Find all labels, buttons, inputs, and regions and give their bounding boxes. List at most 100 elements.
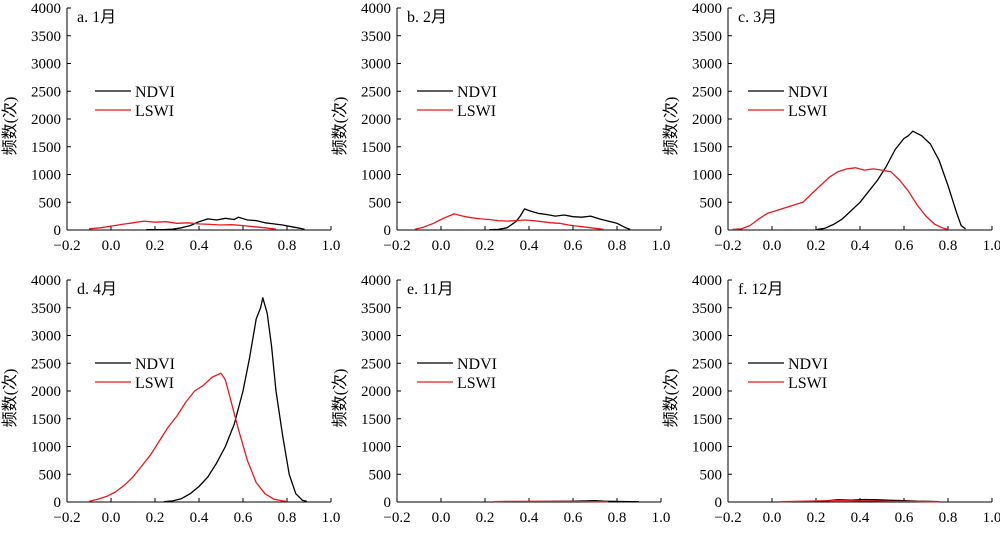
series-line-ndvi — [815, 130, 966, 231]
series-line-lswi — [732, 167, 949, 231]
y-tick-label: 2000 — [692, 384, 722, 400]
x-tick-label: 0.8 — [608, 510, 627, 526]
y-tick-label: 3500 — [31, 29, 61, 45]
y-tick-label: 2000 — [31, 384, 61, 400]
legend-label-ndvi: NDVI — [457, 356, 497, 373]
series-line-lswi — [88, 372, 288, 503]
x-tick-label: −0.2 — [383, 510, 410, 526]
y-axis-label: 频数(次) — [1, 369, 19, 428]
y-tick-label: 2000 — [31, 112, 61, 128]
x-tick-label: 0.2 — [807, 510, 826, 526]
x-tick-label: 0.8 — [939, 510, 958, 526]
x-tick-label: 0.8 — [278, 238, 297, 254]
x-tick-label: 1.0 — [652, 238, 671, 254]
x-tick-label: 0.8 — [939, 238, 958, 254]
legend-label-lswi: LSWI — [135, 103, 174, 120]
x-tick-label: 0.4 — [851, 238, 870, 254]
panel-title: f. 12月 — [738, 281, 783, 298]
y-tick-label: 4000 — [692, 1, 722, 17]
y-tick-label: 1500 — [361, 412, 391, 428]
y-tick-label: 3000 — [692, 329, 722, 345]
y-tick-label: 2500 — [692, 84, 722, 100]
y-tick-label: 0 — [384, 495, 392, 511]
legend-label-lswi: LSWI — [135, 375, 174, 392]
y-tick-label: 3500 — [31, 301, 61, 317]
x-tick-label: 1.0 — [983, 238, 1000, 254]
x-tick-label: 0.4 — [520, 510, 539, 526]
series-line-lswi — [88, 220, 277, 230]
x-tick-label: 0.0 — [432, 510, 451, 526]
panel-title: b. 2月 — [407, 9, 447, 26]
y-tick-label: 2000 — [692, 112, 722, 128]
x-tick-label: 0.2 — [146, 238, 165, 254]
y-tick-label: 2500 — [31, 84, 61, 100]
y-tick-label: 500 — [700, 467, 723, 483]
y-tick-label: 2500 — [31, 356, 61, 372]
y-tick-label: 0 — [384, 223, 392, 239]
y-tick-label: 1000 — [361, 168, 391, 184]
legend-label-lswi: LSWI — [457, 375, 496, 392]
x-tick-label: 1.0 — [652, 510, 671, 526]
x-tick-label: 0.2 — [476, 238, 495, 254]
chart-panel-2: 0 500 1000 1500 2000 2500 3000 3500 4000 −0.2 0.0 0… — [331, 1, 670, 254]
panel-title: c. 3月 — [738, 9, 777, 26]
y-tick-label: 3500 — [692, 301, 722, 317]
x-tick-label: 0.6 — [895, 510, 914, 526]
y-tick-label: 2000 — [361, 384, 391, 400]
series-line-lswi — [493, 500, 609, 503]
x-tick-label: 0.2 — [146, 510, 165, 526]
y-tick-label: 3000 — [31, 57, 61, 73]
y-axis-label: 频数(次) — [662, 369, 680, 428]
y-tick-label: 2500 — [361, 356, 391, 372]
y-tick-label: 500 — [369, 195, 392, 211]
y-tick-label: 500 — [39, 195, 62, 211]
x-tick-label: 0.6 — [234, 238, 253, 254]
series-line-lswi — [414, 213, 604, 231]
y-tick-label: 500 — [369, 467, 392, 483]
y-tick-label: 1500 — [31, 140, 61, 156]
x-tick-label: 0.2 — [807, 238, 826, 254]
y-tick-label: 3000 — [361, 57, 391, 73]
y-tick-label: 1000 — [31, 440, 61, 456]
y-tick-label: 4000 — [361, 273, 391, 289]
y-tick-label: 4000 — [692, 273, 722, 289]
legend-label-ndvi: NDVI — [135, 356, 175, 373]
y-tick-label: 0 — [54, 223, 62, 239]
chart-panel-6: 0 500 1000 1500 2000 2500 3000 3500 4000 −0.2 0.0 0… — [662, 273, 1000, 526]
x-tick-label: 1.0 — [322, 238, 341, 254]
panel-title: e. 11月 — [407, 281, 454, 298]
x-tick-label: −0.2 — [383, 238, 410, 254]
series-line-ndvi — [489, 208, 631, 231]
x-tick-label: 0.4 — [851, 510, 870, 526]
x-tick-label: 0.0 — [102, 510, 121, 526]
x-tick-label: −0.2 — [714, 238, 741, 254]
y-tick-label: 3500 — [361, 301, 391, 317]
chart-panel-4: 0 500 1000 1500 2000 2500 3000 3500 4000 −0.2 0.0 0… — [1, 273, 340, 526]
panel-title: a. 1月 — [77, 9, 116, 26]
x-tick-label: 0.4 — [190, 510, 209, 526]
x-tick-label: −0.2 — [53, 510, 80, 526]
x-tick-label: 0.4 — [520, 238, 539, 254]
y-tick-label: 2500 — [361, 84, 391, 100]
legend-label-ndvi: NDVI — [457, 84, 497, 101]
x-tick-label: 0.6 — [895, 238, 914, 254]
y-tick-label: 4000 — [361, 1, 391, 17]
x-tick-label: 0.2 — [476, 510, 495, 526]
x-tick-label: 0.6 — [234, 510, 253, 526]
y-tick-label: 3000 — [361, 329, 391, 345]
y-tick-label: 3500 — [692, 29, 722, 45]
x-tick-label: −0.2 — [53, 238, 80, 254]
legend-label-lswi: LSWI — [788, 375, 827, 392]
y-tick-label: 500 — [700, 195, 723, 211]
y-tick-label: 1000 — [361, 440, 391, 456]
x-tick-label: 0.0 — [763, 238, 782, 254]
y-axis-label: 频数(次) — [1, 97, 19, 156]
y-axis-label: 频数(次) — [331, 97, 349, 156]
x-tick-label: 0.8 — [278, 510, 297, 526]
y-tick-label: 1500 — [361, 140, 391, 156]
y-tick-label: 1500 — [692, 140, 722, 156]
y-tick-label: 0 — [715, 495, 723, 511]
y-tick-label: 0 — [715, 223, 723, 239]
x-tick-label: 1.0 — [983, 510, 1000, 526]
panel-title: d. 4月 — [77, 281, 117, 298]
